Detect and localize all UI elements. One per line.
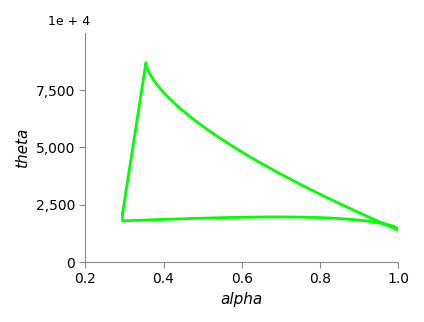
X-axis label: alpha: alpha [220, 292, 263, 307]
Y-axis label: theta: theta [15, 127, 30, 168]
Text: 1e + 4: 1e + 4 [48, 15, 90, 28]
